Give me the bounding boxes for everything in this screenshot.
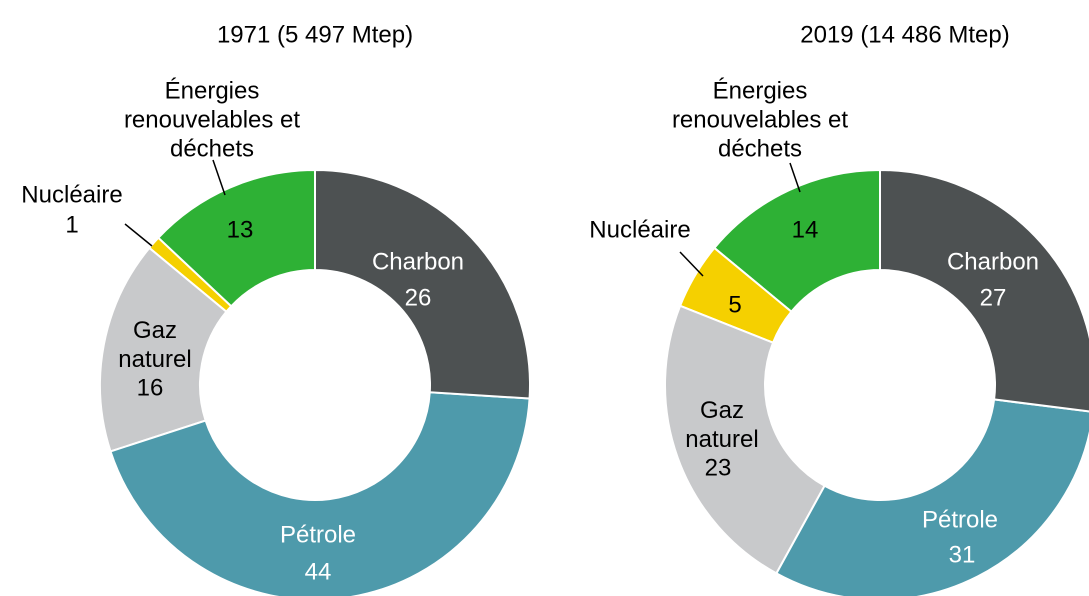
label: Pétrole bbox=[279, 521, 357, 549]
label: 1 bbox=[65, 211, 79, 239]
leader-line bbox=[789, 162, 801, 193]
label: Gaz naturel bbox=[685, 397, 759, 453]
label: 16 bbox=[136, 374, 164, 402]
label: 27 bbox=[979, 284, 1007, 312]
donut-slice bbox=[775, 398, 1089, 596]
label: Gaz naturel bbox=[118, 317, 192, 373]
leader-line bbox=[212, 159, 226, 196]
label: 26 bbox=[404, 284, 432, 312]
leader-line bbox=[124, 223, 153, 247]
label: 1971 (5 497 Mtep) bbox=[216, 21, 414, 49]
label: 5 bbox=[728, 291, 742, 319]
donut-slice bbox=[879, 168, 1089, 413]
label: 44 bbox=[304, 558, 332, 586]
label: 23 bbox=[704, 454, 732, 482]
label: 14 bbox=[791, 216, 819, 244]
donut-slice bbox=[664, 304, 826, 575]
label: Charbon bbox=[371, 248, 465, 276]
label: Énergies renouvelables et déchets bbox=[671, 77, 849, 163]
label: Énergies renouvelables et déchets bbox=[123, 77, 301, 163]
label: Nucléaire bbox=[21, 181, 123, 209]
donut-slice bbox=[109, 391, 531, 596]
label: Charbon bbox=[946, 248, 1040, 276]
donut-slice bbox=[314, 168, 531, 400]
label: Nucléaire bbox=[589, 216, 691, 244]
label: 13 bbox=[226, 216, 254, 244]
label: 2019 (14 486 Mtep) bbox=[800, 21, 1010, 49]
label: Pétrole bbox=[921, 506, 999, 534]
label: 31 bbox=[948, 541, 976, 569]
leader-line bbox=[679, 251, 704, 277]
donut-slice bbox=[99, 246, 228, 453]
donut-slice bbox=[678, 246, 793, 344]
